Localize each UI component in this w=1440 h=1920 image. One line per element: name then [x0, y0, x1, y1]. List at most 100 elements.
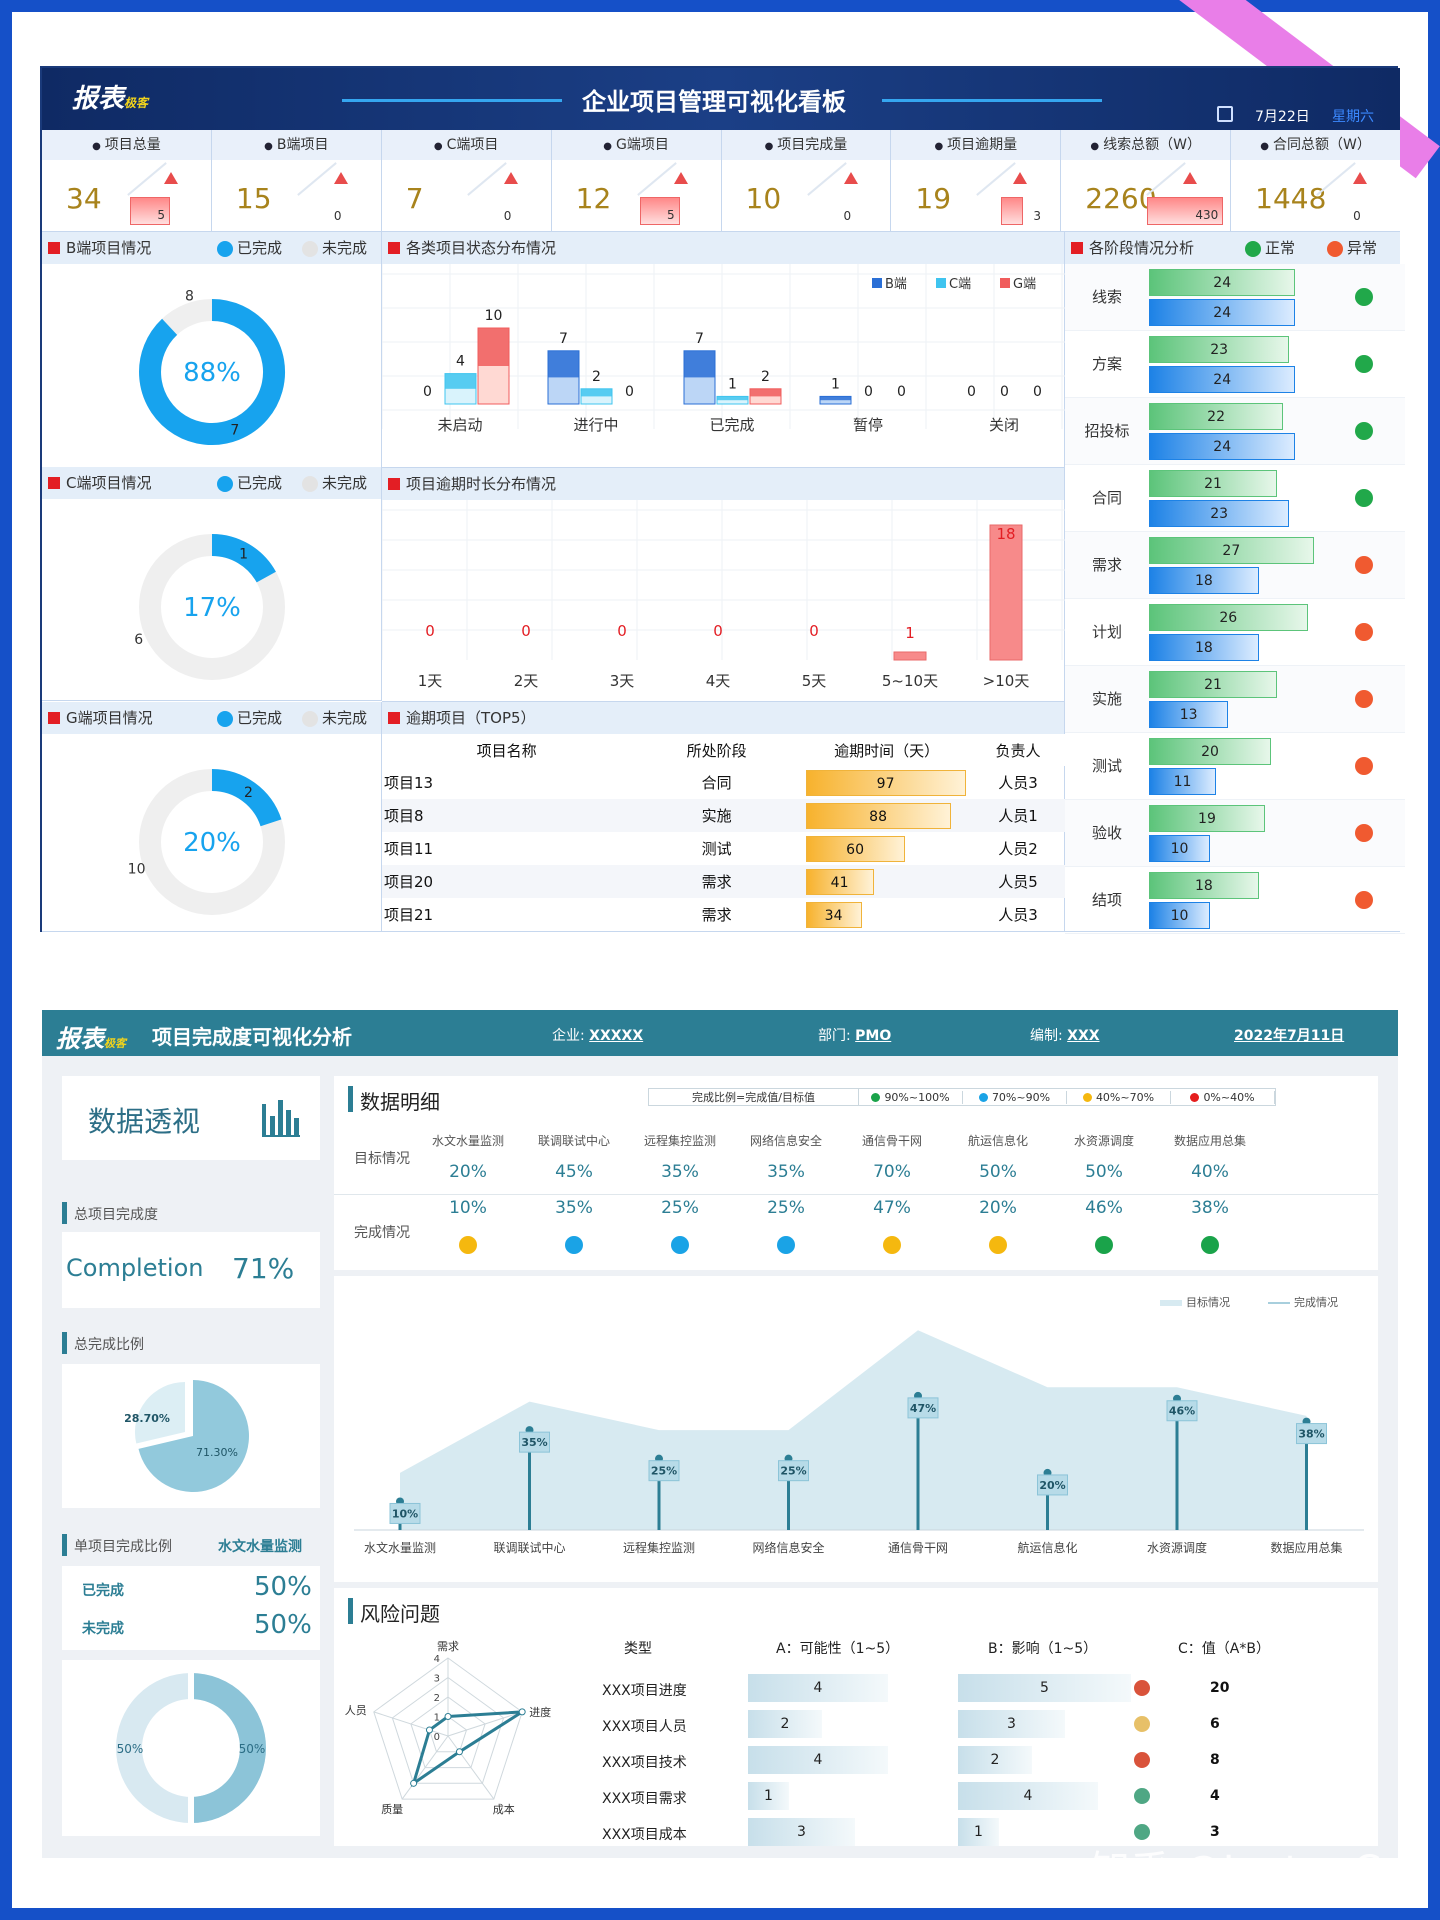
risk-b-bar: 4: [958, 1782, 1098, 1810]
risk-row[interactable]: XXX项目技术 4 2 8: [538, 1742, 1394, 1778]
completion-dashboard: 报表极客 项目完成度可视化分析 企业: XXXXX 部门: PMO 编制: XX…: [42, 1010, 1398, 1858]
legend-undone: 未完成: [302, 467, 367, 499]
risk-row[interactable]: XXX项目进度 4 5 20: [538, 1670, 1394, 1706]
risk-a-bar: 3: [748, 1818, 855, 1846]
status-bar-value: 0: [1000, 384, 1009, 400]
stage-row[interactable]: 验收 19 10: [1065, 800, 1405, 867]
kpi-label: 合同总额（W）: [1231, 130, 1400, 160]
table-row[interactable]: 项目20 需求 41 人员5: [382, 865, 1065, 898]
stage-row[interactable]: 结项 18 10: [1065, 867, 1405, 934]
x-category: 水资源调度: [1147, 1540, 1207, 1555]
table-header: 所处阶段: [631, 734, 803, 766]
legend-swatch: [936, 278, 946, 288]
kpi-card[interactable]: G端项目 12 5: [551, 130, 722, 231]
completion-pie: 71.30% 28.70%: [124, 1380, 249, 1492]
small-donut-card: 50% 50%: [62, 1660, 320, 1836]
legend-done: 已完成: [217, 232, 282, 264]
target-pct: 50%: [979, 1162, 1017, 1182]
risk-row[interactable]: XXX项目成本 3 1 3: [538, 1814, 1394, 1850]
actual-flag: [1296, 1423, 1327, 1445]
stage-row[interactable]: 招投标 22 24: [1065, 398, 1405, 465]
radar-axis: [373, 1711, 449, 1737]
kpi-card[interactable]: C端项目 7 0: [381, 130, 552, 231]
legend-item: 0%~40%: [1171, 1090, 1275, 1104]
stage-row[interactable]: 测试 20 11: [1065, 733, 1405, 800]
project-stage: 需求: [631, 865, 802, 898]
pie-label-undone: 28.70%: [124, 1412, 170, 1425]
donut-done-value: 2: [244, 785, 253, 801]
status-chart-title: 各类项目状态分布情况: [382, 232, 1064, 264]
stage-row[interactable]: 方案 23 24: [1065, 331, 1405, 398]
kpi-card[interactable]: 项目总量 34 5: [42, 130, 212, 231]
overdue-category: 4天: [706, 672, 731, 690]
donut-percent: 20%: [183, 828, 241, 858]
kpi-value: 34: [66, 182, 102, 215]
risk-b-bar: 2: [958, 1746, 1032, 1774]
risk-row[interactable]: XXX项目人员 2 3 6: [538, 1706, 1394, 1742]
owner: 人员2: [998, 840, 1038, 858]
stage-blue-bar: 10: [1149, 902, 1210, 929]
x-category: 联调联试中心: [493, 1540, 565, 1555]
single-stats: 已完成 50% 未完成 50%: [62, 1566, 320, 1650]
status-bar-value: 0: [864, 384, 873, 400]
stage-name: 招投标: [1084, 422, 1130, 440]
undone-label: 未完成: [82, 1621, 124, 1637]
report-date: 2022年7月11日: [1234, 1028, 1345, 1044]
actual-pct: 20%: [979, 1198, 1017, 1218]
kpi-label: 项目总量: [42, 130, 211, 160]
project-stage: 实施: [631, 799, 802, 832]
detail-title: 数据明细: [360, 1090, 440, 1114]
risk-c-value: 8: [1210, 1752, 1220, 1768]
stage-row[interactable]: 线索 24 24: [1065, 264, 1405, 331]
actual-label: 25%: [651, 1465, 677, 1478]
kpi-label: G端项目: [551, 130, 721, 160]
stage-status-dot: [1355, 824, 1373, 842]
stage-blue-bar: 24: [1149, 366, 1296, 393]
radar-axis-label: 需求: [437, 1640, 459, 1653]
kpi-value: 2260: [1085, 182, 1157, 215]
risk-c-value: 3: [1210, 1824, 1220, 1840]
up-arrow-icon: [333, 172, 348, 184]
section-marker: [62, 1332, 67, 1354]
kpi-card[interactable]: 合同总额（W） 1448 0: [1231, 130, 1400, 231]
table-header: 项目名称: [382, 734, 633, 766]
table-row[interactable]: 项目13 合同 97 人员3: [382, 766, 1065, 799]
kpi-card[interactable]: 线索总额（W） 2260 430: [1061, 130, 1232, 231]
logo: 报表极客: [56, 1025, 126, 1053]
stage-row[interactable]: 计划 26 18: [1065, 599, 1405, 666]
radar-point: [444, 1713, 452, 1720]
legend-undone: 未完成: [302, 232, 367, 264]
small-donut-right-label: 50%: [239, 1742, 266, 1756]
stage-row[interactable]: 实施 21 13: [1065, 666, 1405, 733]
stage-row[interactable]: 合同 21 23: [1065, 465, 1405, 532]
risk-row[interactable]: XXX项目需求 1 4 4: [538, 1778, 1394, 1814]
project-stage: 测试: [701, 840, 732, 858]
up-arrow-icon: [843, 172, 858, 184]
risk-type: XXX项目成本: [602, 1827, 687, 1843]
category-name: 网络信息安全: [749, 1134, 822, 1148]
kpi-card[interactable]: 项目逾期量 19 3: [891, 130, 1062, 231]
radar-grid: [391, 1676, 505, 1784]
radar-axis: [447, 1711, 523, 1737]
kpi-card[interactable]: B端项目 15 0: [211, 130, 382, 231]
single-project[interactable]: 水文水量监测: [218, 1539, 302, 1555]
table-row[interactable]: 项目11 测试 60 人员2: [382, 832, 1065, 865]
overdue-days-bar: 34: [805, 901, 862, 928]
overdue-days-cell: 34: [802, 898, 972, 931]
kpi-label: 线索总额（W）: [1061, 130, 1231, 160]
radar-point: [455, 1748, 463, 1756]
table-row[interactable]: 项目21 需求 34 人员3: [382, 898, 1065, 931]
kpi-divider: [127, 162, 167, 196]
kpi-card[interactable]: 项目完成量 10 0: [721, 130, 892, 231]
bar-chart-icon: [262, 1100, 300, 1137]
donut-done-value: 7: [230, 423, 239, 439]
logo: 报表极客: [72, 84, 149, 114]
stage-row[interactable]: 需求 27 18: [1065, 532, 1405, 599]
completion-card: Completion 71%: [62, 1232, 320, 1308]
overdue-category: 3天: [610, 672, 635, 690]
stage-status-dot: [1355, 757, 1373, 775]
status-bar-top: [445, 373, 476, 389]
overdue-days-cell: 41: [801, 865, 972, 898]
table-row[interactable]: 项目8 实施 88 人员1: [382, 799, 1065, 832]
